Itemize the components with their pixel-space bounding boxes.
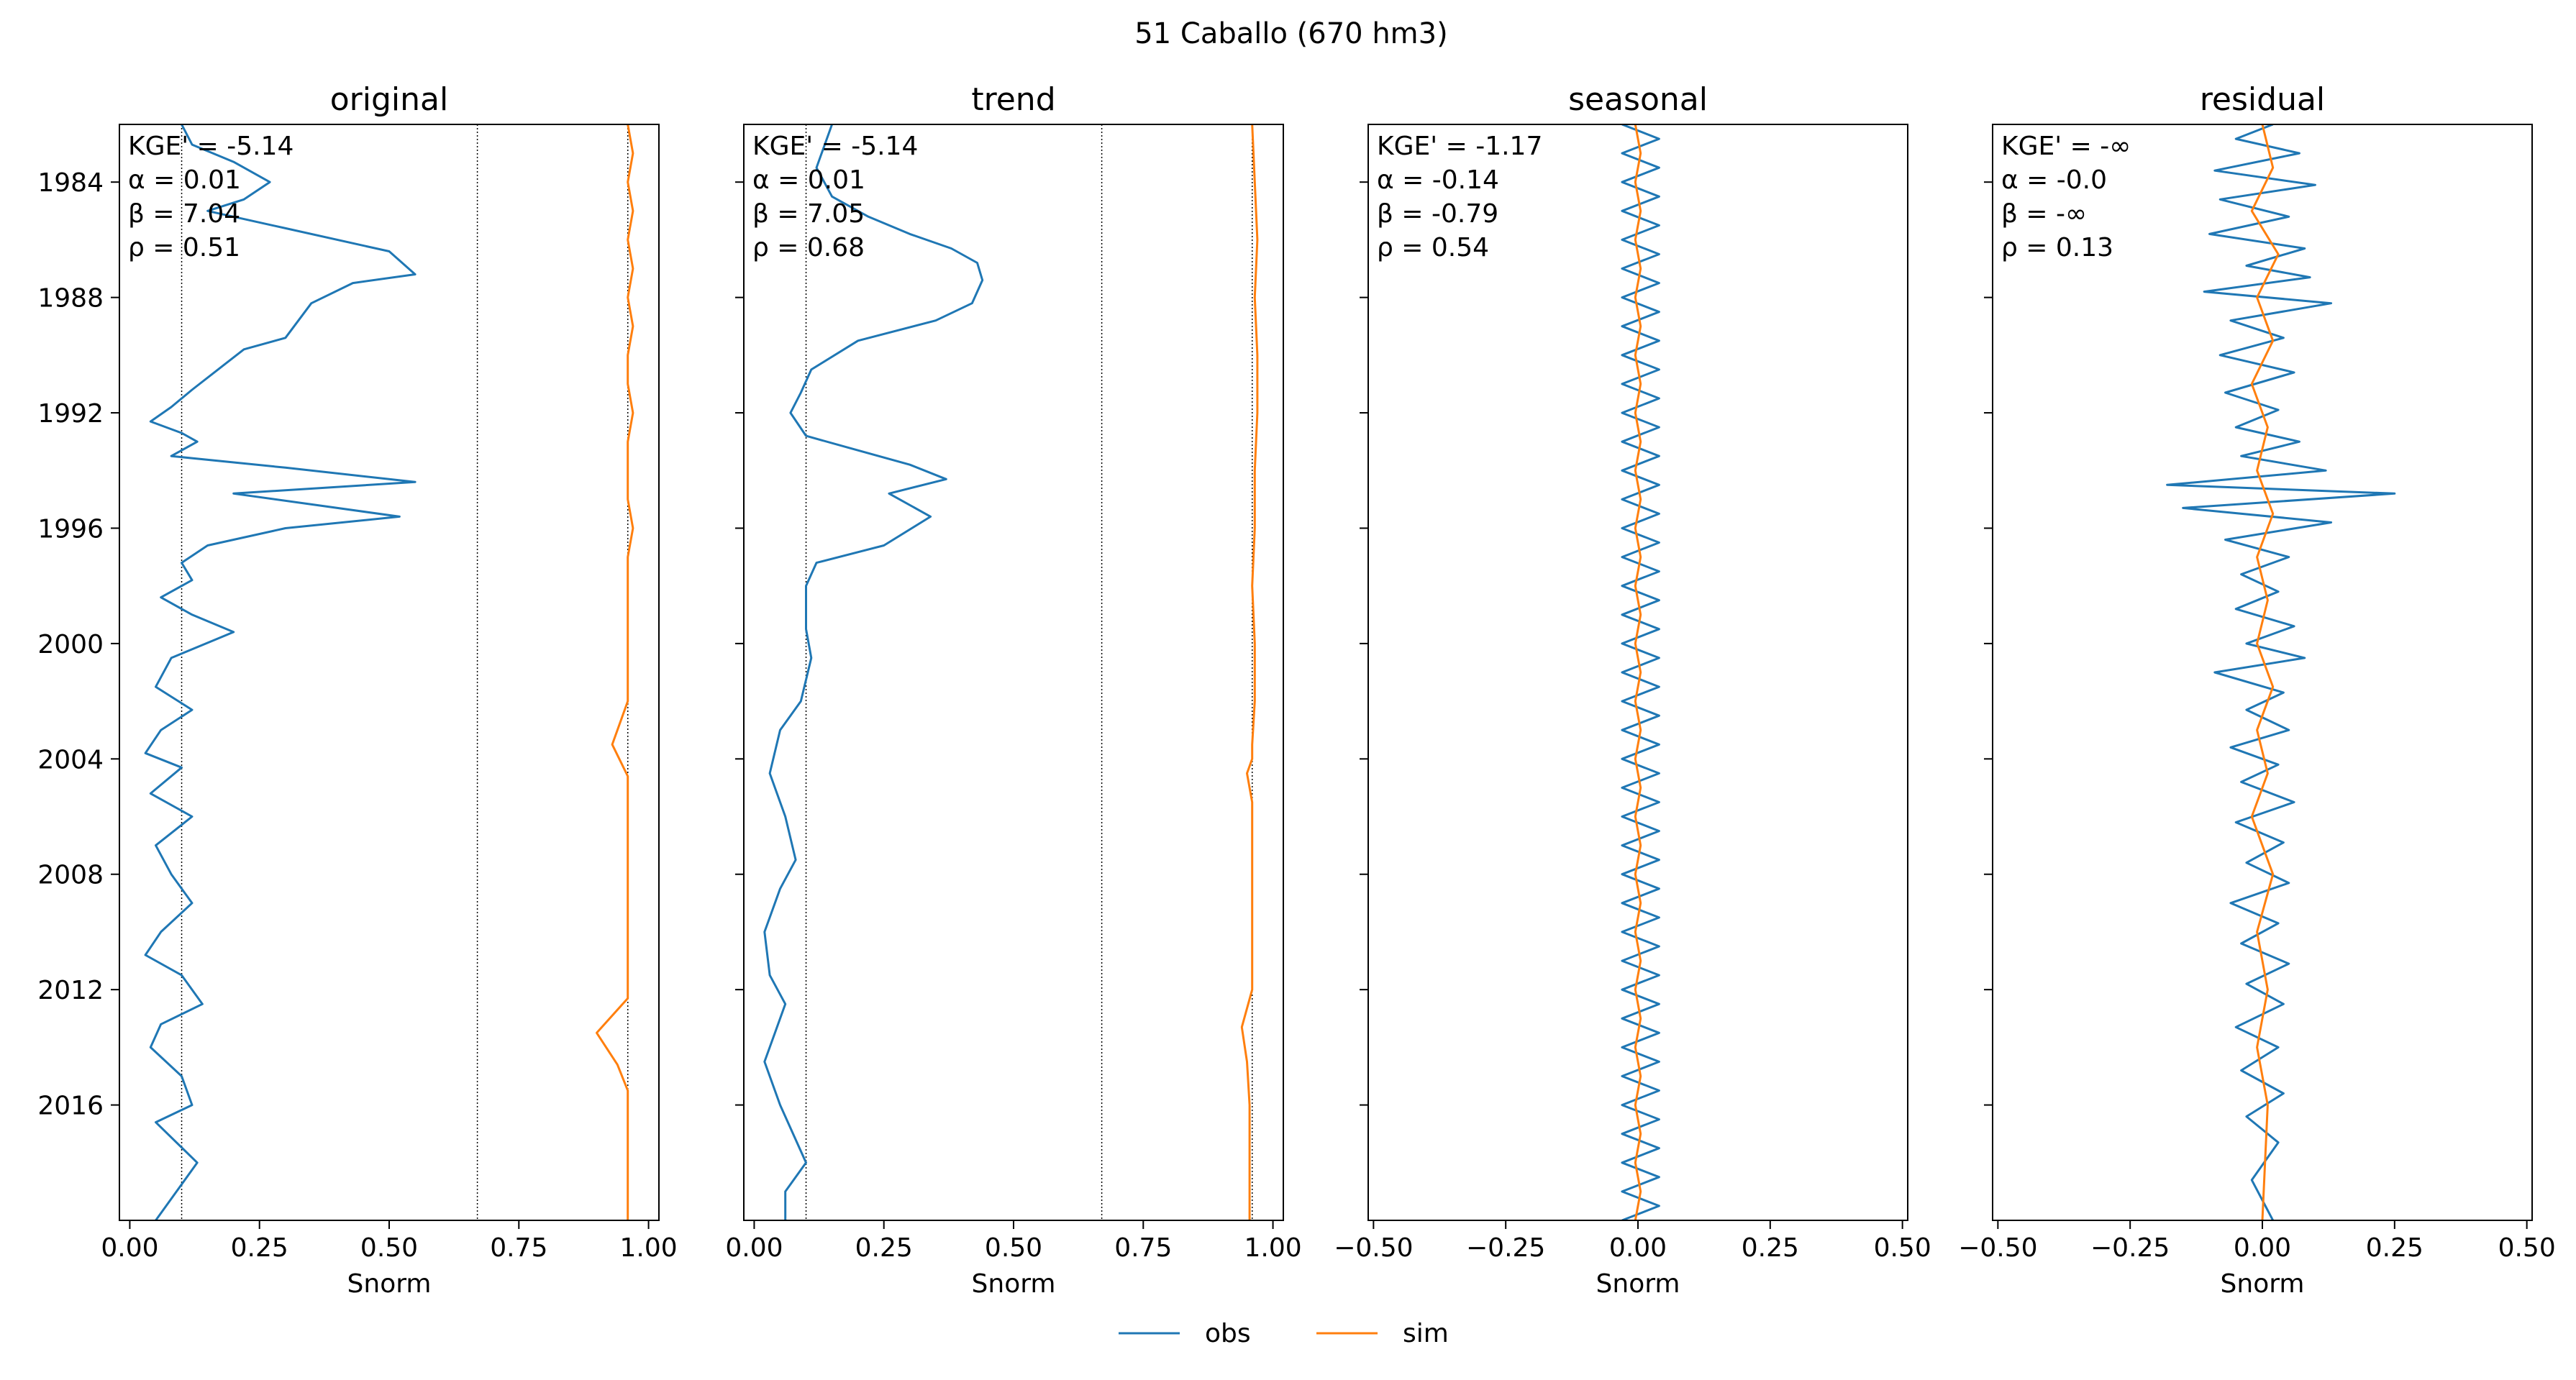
y-tick-label: 1996 <box>37 514 104 544</box>
legend-obs-label: obs <box>1205 1319 1251 1348</box>
x-tick-label: −0.50 <box>1334 1233 1413 1263</box>
y-tick-label: 2012 <box>37 976 104 1005</box>
stat-annotation: β = -0.79 <box>1377 199 1498 229</box>
stat-annotation: β = 7.04 <box>128 199 240 229</box>
x-axis-label: Snorm <box>2221 1269 2305 1299</box>
plot-area <box>763 124 1259 1220</box>
x-tick-label: −0.25 <box>2090 1233 2170 1263</box>
x-tick-label: 0.25 <box>2366 1233 2423 1263</box>
stat-annotation: KGE' = -5.14 <box>752 132 918 161</box>
panels: original 0.00 0.25 0.50 0.75 1.00 1984 1988 1992… <box>37 81 2555 1299</box>
plot-area <box>1621 124 1660 1220</box>
x-tick-label: 1.00 <box>1244 1233 1301 1263</box>
x-tick-label: 0.00 <box>2234 1233 2291 1263</box>
panel-seasonal: seasonal −0.50 −0.25 0.00 0.25 0.50 Snorm KGE' … <box>1334 81 1931 1299</box>
plot-area <box>144 124 634 1220</box>
stat-annotation: α = 0.01 <box>128 165 241 195</box>
stat-annotation: β = -∞ <box>2001 199 2087 229</box>
x-tick-label: 0.25 <box>1742 1233 1799 1263</box>
x-tick-label: 0.50 <box>985 1233 1042 1263</box>
y-tick-label: 2000 <box>37 630 104 659</box>
panel-title: trend <box>971 81 1055 118</box>
series-line-obs <box>2166 124 2396 1220</box>
x-tick-label: 0.50 <box>1874 1233 1931 1263</box>
stat-annotation: KGE' = -∞ <box>2001 132 2131 161</box>
stat-annotation: ρ = 0.68 <box>752 233 865 262</box>
x-tick-label: −0.25 <box>1466 1233 1545 1263</box>
x-tick-label: −0.50 <box>1958 1233 2037 1263</box>
series-line-sim <box>596 124 634 1220</box>
panel-title: original <box>330 81 448 118</box>
x-tick-label: 1.00 <box>619 1233 677 1263</box>
x-tick-label: 0.50 <box>2498 1233 2556 1263</box>
x-tick-label: 0.50 <box>360 1233 418 1263</box>
plot-area <box>2166 124 2396 1220</box>
x-axis-label: Snorm <box>1596 1269 1680 1299</box>
series-line-obs <box>763 124 984 1220</box>
stat-annotation: ρ = 0.54 <box>1377 233 1489 262</box>
x-tick-label: 0.25 <box>855 1233 913 1263</box>
x-tick-label: 0.75 <box>1114 1233 1172 1263</box>
x-tick-label: 0.00 <box>1609 1233 1667 1263</box>
stat-annotation: KGE' = -5.14 <box>128 132 293 161</box>
y-tick-label: 2016 <box>37 1092 104 1121</box>
series-line-sim <box>1634 124 1642 1220</box>
panel-trend: trend 0.00 0.25 0.50 0.75 1.00 Snorm KGE' = -5.… <box>725 81 1301 1299</box>
stat-annotation: α = -0.0 <box>2001 165 2107 195</box>
x-tick-label: 0.00 <box>101 1233 158 1263</box>
y-tick-label: 1988 <box>37 284 104 314</box>
series-line-sim <box>2250 124 2280 1220</box>
stat-annotation: ρ = 0.13 <box>2001 233 2113 262</box>
legend: obs sim <box>1119 1319 1449 1348</box>
stat-annotation: β = 7.05 <box>752 199 865 229</box>
y-tick-label: 2004 <box>37 745 104 774</box>
panel-title: residual <box>2200 81 2325 118</box>
figure-title: 51 Caballo (670 hm3) <box>1134 17 1447 50</box>
legend-sim-label: sim <box>1403 1319 1449 1348</box>
y-tick-label: 2008 <box>37 861 104 890</box>
stat-annotation: α = 0.01 <box>752 165 865 195</box>
series-line-sim <box>1240 124 1259 1220</box>
stat-annotation: ρ = 0.51 <box>128 233 240 262</box>
x-tick-label: 0.75 <box>490 1233 547 1263</box>
panel-title: seasonal <box>1568 81 1708 118</box>
stat-annotation: KGE' = -1.17 <box>1377 132 1542 161</box>
panel-residual: residual −0.50 −0.25 0.00 0.25 0.50 Snorm KGE' … <box>1958 81 2556 1299</box>
x-tick-label: 0.25 <box>231 1233 288 1263</box>
y-tick-label: 1992 <box>37 399 104 429</box>
x-axis-label: Snorm <box>972 1269 1056 1299</box>
x-axis-label: Snorm <box>347 1269 432 1299</box>
x-tick-label: 0.00 <box>725 1233 783 1263</box>
y-tick-label: 1984 <box>37 168 104 198</box>
series-line-obs <box>144 124 417 1220</box>
series-line-obs <box>1621 124 1660 1220</box>
stat-annotation: α = -0.14 <box>1377 165 1499 195</box>
panel-original: original 0.00 0.25 0.50 0.75 1.00 1984 1988 1992… <box>37 81 677 1299</box>
